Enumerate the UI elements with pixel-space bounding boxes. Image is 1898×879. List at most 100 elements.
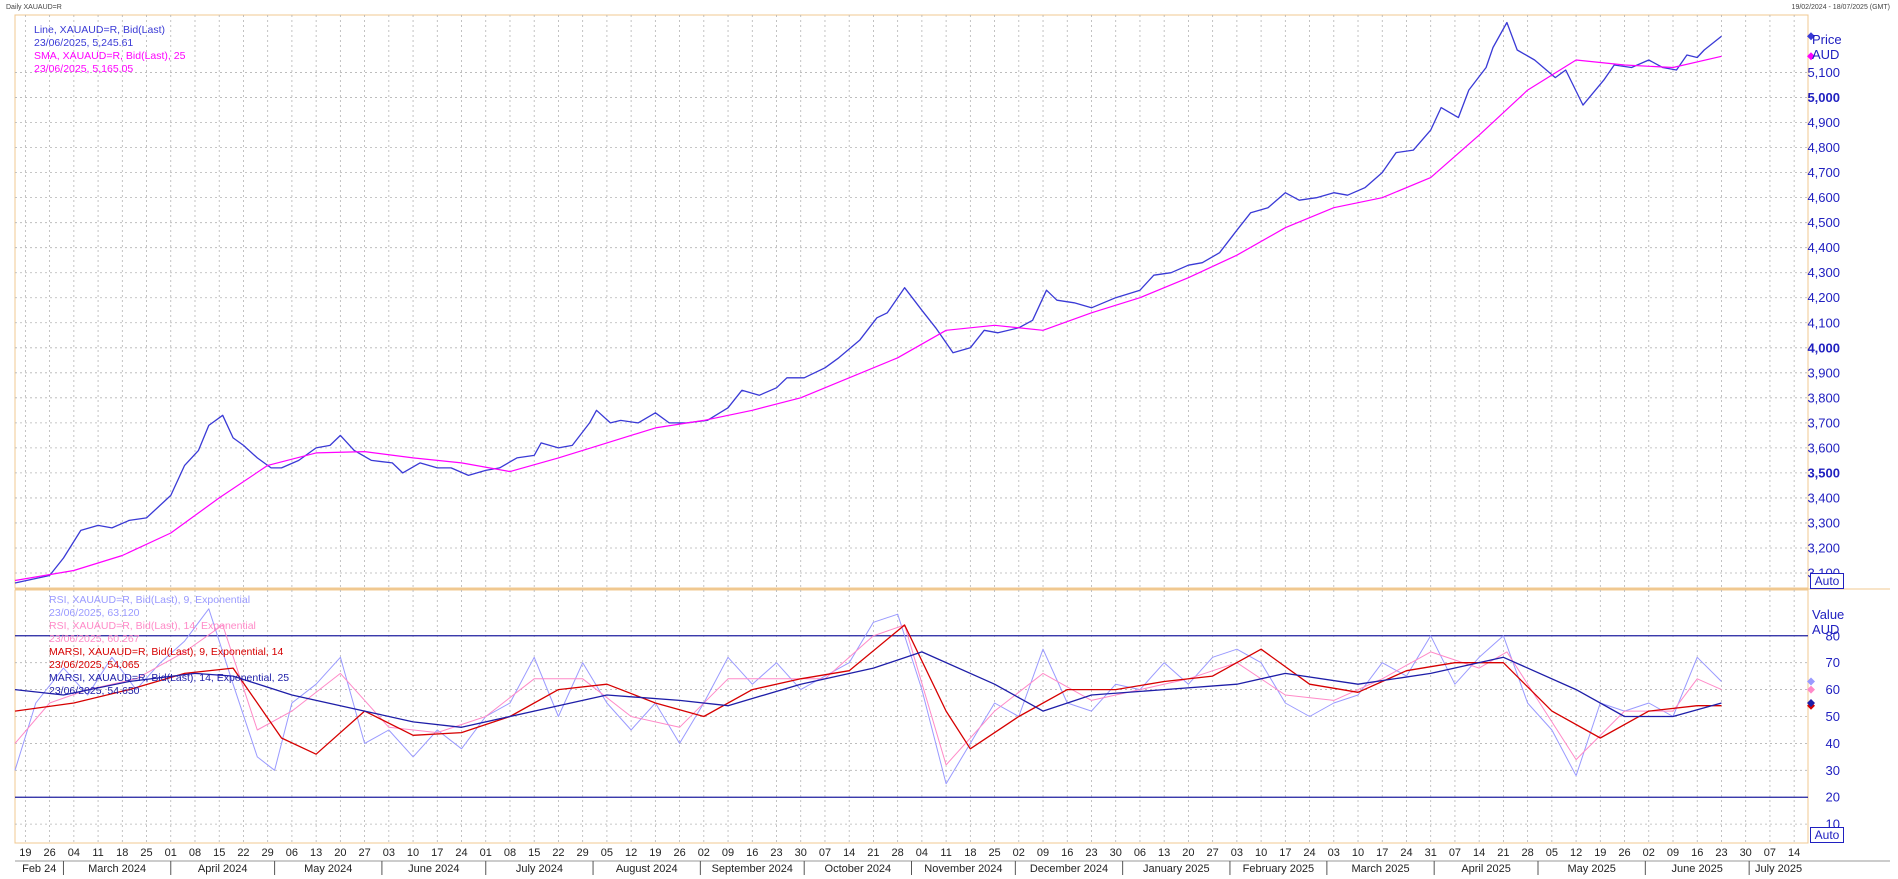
x-day-tick-label: 17 bbox=[1376, 847, 1388, 859]
x-month-tick-label: December 2024 bbox=[1030, 863, 1108, 875]
x-day-tick-label: 21 bbox=[1497, 847, 1509, 859]
x-day-tick-label: 10 bbox=[407, 847, 419, 859]
x-day-tick-label: 08 bbox=[504, 847, 516, 859]
x-day-tick-label: 03 bbox=[383, 847, 395, 859]
price-legend: Line, XAUAUD=R, Bid(Last) 23/06/2025, 5,… bbox=[34, 24, 185, 76]
y-tick-label: 4,700 bbox=[1807, 165, 1840, 180]
x-month-tick-label: June 2024 bbox=[408, 863, 459, 875]
x-day-tick-label: 23 bbox=[770, 847, 782, 859]
marsi14-line-last-marker bbox=[1807, 699, 1815, 708]
price-line bbox=[14, 21, 1722, 584]
x-day-tick-label: 15 bbox=[213, 847, 225, 859]
x-day-tick-label: 20 bbox=[1182, 847, 1194, 859]
x-day-tick-label: 29 bbox=[262, 847, 274, 859]
x-day-tick-label: 22 bbox=[237, 847, 249, 859]
x-month-tick-label: March 2024 bbox=[88, 863, 146, 875]
y-tick-label: 80 bbox=[1826, 628, 1840, 643]
chart-header-range: 19/02/2024 - 18/07/2025 (GMT) bbox=[1791, 4, 1890, 11]
legend-rsi14-value: 23/06/2025, 60.267 bbox=[49, 633, 140, 645]
x-day-tick-label: 09 bbox=[1037, 847, 1049, 859]
x-day-tick-label: 12 bbox=[1570, 847, 1582, 859]
x-month-tick-label: September 2024 bbox=[712, 863, 793, 875]
x-month-tick-label: January 2025 bbox=[1143, 863, 1210, 875]
x-day-tick-label: 19 bbox=[649, 847, 661, 859]
rsi-axis-label: Value bbox=[1812, 607, 1845, 622]
y-tick-label: 3,400 bbox=[1807, 490, 1840, 505]
x-day-tick-label: 03 bbox=[1328, 847, 1340, 859]
x-day-tick-label: 30 bbox=[795, 847, 807, 859]
x-day-tick-label: 15 bbox=[528, 847, 540, 859]
x-day-tick-label: 20 bbox=[334, 847, 346, 859]
y-tick-label: 4,200 bbox=[1807, 290, 1840, 305]
legend-marsi9-name: MARSI, XAUAUD=R, Bid(Last), 9, Exponenti… bbox=[49, 646, 284, 658]
x-day-tick-label: 17 bbox=[1279, 847, 1291, 859]
y-tick-label: 3,600 bbox=[1807, 440, 1840, 455]
legend-line-value: 23/06/2025, 5,245.61 bbox=[34, 37, 134, 49]
x-day-tick-label: 16 bbox=[746, 847, 758, 859]
legend-sma-value: 23/06/2025, 5,165.05 bbox=[34, 63, 134, 75]
y-tick-label: 4,900 bbox=[1807, 115, 1840, 130]
x-month-tick-label: February 2025 bbox=[1243, 863, 1315, 875]
x-day-tick-label: 14 bbox=[1473, 847, 1485, 859]
rsi-legend: RSI, XAUAUD=R, Bid(Last), 9, Exponential… bbox=[49, 594, 289, 698]
x-day-tick-label: 24 bbox=[1303, 847, 1315, 859]
x-day-tick-label: 26 bbox=[673, 847, 685, 859]
x-day-tick-label: 11 bbox=[92, 847, 103, 859]
x-day-tick-label: 04 bbox=[916, 847, 928, 859]
legend-marsi14-value: 23/06/2025, 54.650 bbox=[49, 685, 140, 697]
price-panel-frame bbox=[14, 14, 1809, 589]
x-day-tick-label: 01 bbox=[480, 847, 492, 859]
legend-sma-name: SMA, XAUAUD=R, Bid(Last), 25 bbox=[34, 50, 186, 62]
x-month-tick-label: April 2024 bbox=[198, 863, 248, 875]
x-month-tick-label: July 2024 bbox=[516, 863, 563, 875]
rsi9-line-last-marker bbox=[1807, 677, 1815, 686]
x-day-tick-label: 24 bbox=[1400, 847, 1412, 859]
x-day-tick-label: 07 bbox=[1764, 847, 1776, 859]
series-lines bbox=[14, 21, 1722, 785]
rsi-bands bbox=[15, 635, 1808, 798]
x-month-tick-label: May 2024 bbox=[304, 863, 352, 875]
price-auto-scale-button[interactable]: Auto bbox=[1810, 573, 1844, 589]
x-day-tick-label: 19 bbox=[1594, 847, 1606, 859]
y-tick-label: 3,700 bbox=[1807, 415, 1840, 430]
x-day-tick-label: 09 bbox=[1667, 847, 1679, 859]
x-day-tick-label: 17 bbox=[431, 847, 443, 859]
price-axis-unit: AUD bbox=[1812, 47, 1840, 62]
x-day-tick-label: 06 bbox=[1134, 847, 1146, 859]
rsi-auto-scale-button[interactable]: Auto bbox=[1810, 827, 1844, 843]
x-month-tick-label: Feb 24 bbox=[22, 863, 56, 875]
x-day-tick-label: 10 bbox=[1352, 847, 1364, 859]
y-tick-label: 4,500 bbox=[1807, 215, 1840, 230]
y-tick-label: 4,300 bbox=[1807, 265, 1840, 280]
legend-marsi9-value: 23/06/2025, 54.065 bbox=[49, 659, 140, 671]
legend-rsi14-name: RSI, XAUAUD=R, Bid(Last), 14, Exponentia… bbox=[49, 620, 256, 632]
y-tick-labels: 3,1003,2003,3003,4003,5003,6003,7003,800… bbox=[1807, 65, 1840, 832]
y-tick-label: 4,800 bbox=[1807, 140, 1840, 155]
x-day-tick-label: 28 bbox=[1522, 847, 1534, 859]
x-month-tick-label: March 2025 bbox=[1351, 863, 1409, 875]
x-month-tick-label: July 2025 bbox=[1755, 863, 1802, 875]
x-day-tick-label: 29 bbox=[577, 847, 589, 859]
x-day-tick-label: 21 bbox=[867, 847, 879, 859]
legend-rsi9-value: 23/06/2025, 63.120 bbox=[49, 607, 140, 619]
x-day-tick-label: 07 bbox=[1449, 847, 1461, 859]
x-day-tick-label: 28 bbox=[892, 847, 904, 859]
y-tick-label: 30 bbox=[1826, 763, 1840, 778]
x-month-tick-label: April 2025 bbox=[1461, 863, 1511, 875]
y-tick-label: 3,200 bbox=[1807, 540, 1840, 555]
x-day-tick-label: 31 bbox=[1425, 847, 1437, 859]
x-day-tick-label: 19 bbox=[19, 847, 31, 859]
last-value-markers bbox=[1807, 32, 1815, 710]
x-month-tick-label: August 2024 bbox=[616, 863, 678, 875]
y-tick-label: 5,100 bbox=[1807, 65, 1840, 80]
x-day-tick-label: 02 bbox=[1643, 847, 1655, 859]
x-day-tick-label: 08 bbox=[189, 847, 201, 859]
x-day-tick-label: 18 bbox=[116, 847, 128, 859]
y-tick-label: 3,900 bbox=[1807, 365, 1840, 380]
x-day-tick-label: 03 bbox=[1231, 847, 1243, 859]
rsi-axis-unit: AUD bbox=[1812, 622, 1840, 637]
chart-header-instrument: Daily XAUAUD=R bbox=[6, 4, 62, 11]
x-day-tick-label: 14 bbox=[1788, 847, 1800, 859]
